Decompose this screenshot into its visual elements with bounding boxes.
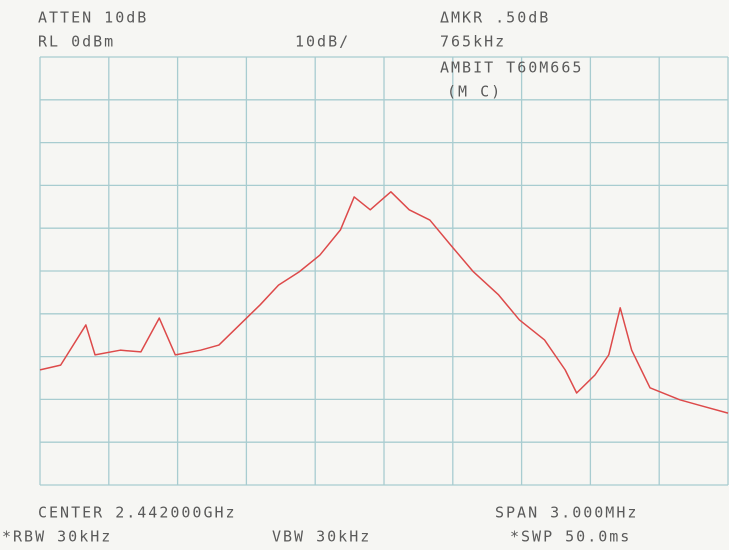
annotation: 765kHz bbox=[440, 33, 506, 51]
annotation: RL 0dBm bbox=[38, 33, 115, 51]
annotation: VBW 30kHz bbox=[272, 528, 371, 546]
annotation: SPAN 3.000MHz bbox=[495, 504, 638, 522]
annotation: *SWP 50.0ms bbox=[510, 528, 631, 546]
annotation: *RBW 30kHz bbox=[2, 528, 112, 546]
annotation: ΔMKR .50dB bbox=[440, 9, 550, 27]
trace bbox=[39, 191, 729, 414]
annotation: CENTER 2.442000GHz bbox=[38, 504, 237, 522]
annotation: (M C) bbox=[447, 83, 502, 101]
annotation: 10dB/ bbox=[295, 33, 350, 51]
annotation: AMBIT T60M665 bbox=[440, 59, 583, 77]
annotation: ATTEN 10dB bbox=[38, 9, 148, 27]
